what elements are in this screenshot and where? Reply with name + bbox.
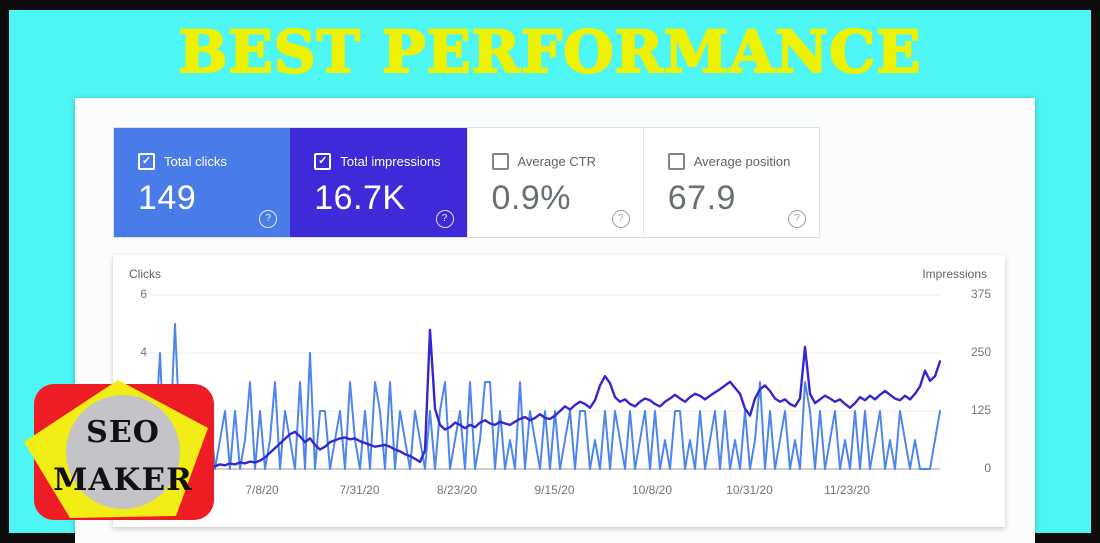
average-ctr-checkbox[interactable]: ✓ — [491, 153, 509, 170]
check-icon: ✓ — [318, 155, 328, 167]
check-icon: ✓ — [141, 155, 152, 167]
card-header: ✓ Total clicks — [138, 153, 290, 170]
help-icon[interactable]: ? — [788, 210, 806, 228]
card-total-clicks[interactable]: ✓ Total clicks 149 ? — [114, 128, 291, 237]
help-icon[interactable]: ? — [611, 210, 630, 228]
right-tick-label: 375 — [970, 287, 991, 301]
total-clicks-checkbox[interactable]: ✓ — [138, 153, 155, 170]
card-label: Average position — [693, 154, 791, 169]
card-value: 0.9% — [491, 179, 571, 217]
seo-maker-logo: SEO MAKER — [24, 380, 214, 520]
card-header: ✓ Average CTR — [491, 153, 643, 170]
x-axis-date-label: 7/8/20 — [245, 483, 279, 497]
card-total-impressions[interactable]: ✓ Total impressions 16.7K ? — [290, 128, 467, 237]
left-axis-title: Clicks — [129, 267, 161, 281]
x-axis-date-label: 11/23/20 — [824, 483, 870, 497]
average-position-checkbox[interactable]: ✓ — [667, 153, 685, 170]
left-tick-label: 6 — [140, 287, 147, 301]
right-tick-label: 0 — [984, 461, 991, 475]
card-label: Average CTR — [517, 154, 597, 169]
x-axis-date-label: 7/31/20 — [339, 483, 380, 497]
card-value: 16.7K — [314, 179, 406, 217]
help-icon[interactable]: ? — [435, 210, 454, 228]
card-average-ctr[interactable]: ✓ Average CTR 0.9% ? — [466, 128, 643, 237]
card-header: ✓ Average position — [667, 153, 819, 170]
performance-chart-card: Clicks Impressions 6 4 375 250 125 0 7/8/20 7… — [113, 255, 1005, 527]
clicks-line — [149, 323, 941, 470]
x-axis-date-label: 9/15/20 — [534, 483, 575, 497]
logo-text-maker: MAKER — [53, 462, 193, 498]
card-average-position[interactable]: ✓ Average position 67.9 ? — [642, 128, 819, 237]
metric-cards-row: ✓ Total clicks 149 ? ✓ Total impressions… — [113, 127, 820, 238]
x-axis-date-label: 8/23/20 — [436, 483, 478, 497]
content-panel: ✓ Total clicks 149 ? ✓ Total impressions… — [75, 98, 1035, 543]
x-axis-date-label: 10/31/20 — [726, 483, 773, 497]
card-label: Total clicks — [164, 154, 227, 169]
chart-plot[interactable] — [113, 255, 1005, 527]
logo-text-seo: SEO — [86, 415, 160, 450]
x-axis-date-label: 10/8/20 — [631, 483, 673, 497]
card-value: 149 — [138, 179, 197, 217]
total-impressions-checkbox[interactable]: ✓ — [314, 153, 332, 170]
left-tick-label: 4 — [140, 345, 147, 359]
card-value: 67.9 — [667, 179, 736, 217]
help-icon[interactable]: ? — [259, 210, 278, 228]
impressions-line — [148, 328, 942, 470]
right-tick-label: 125 — [970, 403, 991, 417]
right-tick-label: 250 — [970, 345, 991, 359]
banner-title: BEST PERFORMANCE — [178, 17, 922, 87]
card-label: Total impressions — [340, 154, 441, 169]
card-header: ✓ Total impressions — [314, 153, 466, 170]
right-axis-title: Impressions — [922, 267, 987, 281]
logo-circle — [66, 395, 180, 509]
